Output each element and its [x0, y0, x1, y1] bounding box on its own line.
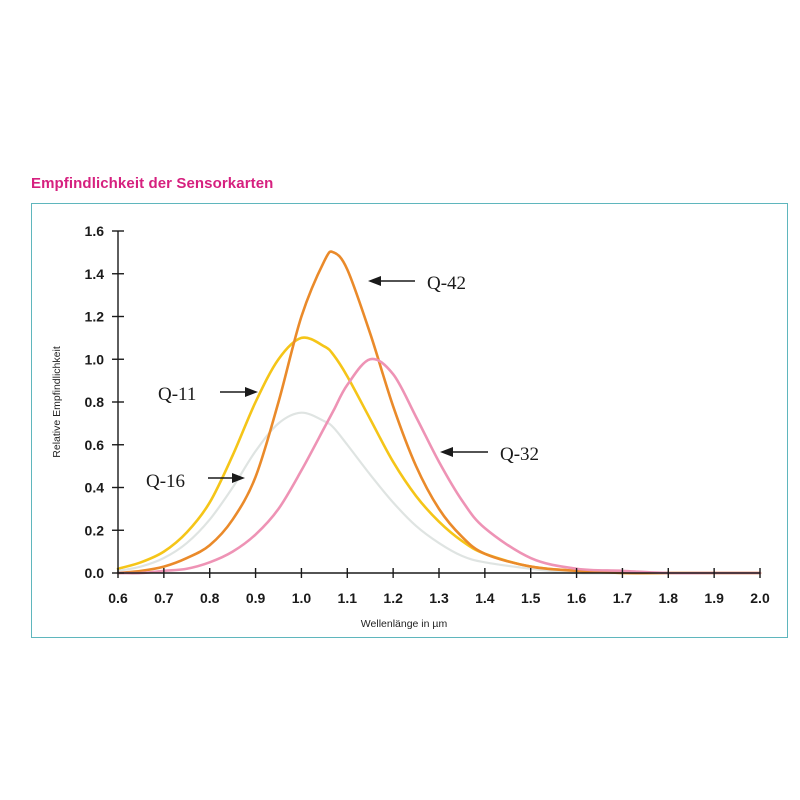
x-tick-label: 0.7	[154, 590, 174, 606]
y-tick-label: 0.4	[85, 480, 105, 496]
y-tick-label: 1.2	[85, 309, 105, 325]
y-tick-label: 0.6	[85, 437, 105, 453]
x-tick-label: 1.9	[704, 590, 724, 606]
svg-text:Q-16: Q-16	[146, 471, 185, 492]
annotation-q-32: Q-32	[440, 444, 539, 465]
x-tick-label: 1.7	[613, 590, 633, 606]
x-tick-label: 1.6	[567, 590, 587, 606]
y-axis-label: Relative Empfindlichkeit	[51, 346, 63, 458]
svg-text:Q-42: Q-42	[427, 273, 466, 294]
x-tick-label: 1.1	[338, 590, 358, 606]
x-tick-label: 2.0	[750, 590, 770, 606]
x-tick-label: 1.2	[383, 590, 403, 606]
arrow-icon	[232, 473, 245, 483]
x-tick-label: 0.8	[200, 590, 220, 606]
arrow-icon	[440, 447, 453, 457]
x-axis-label: Wellenlänge in µm	[361, 618, 448, 630]
annotation-q-16: Q-16	[146, 471, 245, 492]
y-tick-label: 1.0	[85, 351, 105, 367]
y-tick-label: 1.6	[85, 223, 105, 239]
x-tick-label: 1.3	[429, 590, 449, 606]
series-line-q-42	[116, 250, 762, 575]
x-tick-label: 1.0	[292, 590, 312, 606]
y-tick-label: 0.8	[85, 394, 105, 410]
svg-text:Q-11: Q-11	[158, 384, 196, 405]
arrow-icon	[368, 276, 381, 286]
svg-text:Q-32: Q-32	[500, 444, 539, 465]
x-tick-label: 0.6	[108, 590, 128, 606]
x-tick-label: 0.9	[246, 590, 266, 606]
arrow-icon	[245, 387, 258, 397]
series-line-q-32	[116, 357, 762, 575]
x-tick-label: 1.5	[521, 590, 541, 606]
y-tick-label: 0.2	[85, 522, 105, 538]
series-annotations: Q-42 Q-11 Q-16 Q-32	[146, 273, 539, 492]
x-tick-label: 1.4	[475, 590, 495, 606]
y-tick-label: 1.4	[85, 266, 105, 282]
axes: 0.6 0.7 0.8 0.9 1.0 1.1 1.2 1.3 1.4 1.5 1.6 1.7 1.8 1…	[85, 223, 770, 606]
x-tick-label: 1.8	[659, 590, 679, 606]
chart-title: Empfindlichkeit der Sensorkarten	[31, 175, 274, 192]
series-curves	[116, 250, 762, 575]
y-tick-label: 0.0	[85, 565, 105, 581]
annotation-q-11: Q-11	[158, 384, 258, 405]
annotation-q-42: Q-42	[368, 273, 466, 294]
series-line-q-11	[116, 336, 762, 575]
chart-frame	[31, 203, 788, 638]
